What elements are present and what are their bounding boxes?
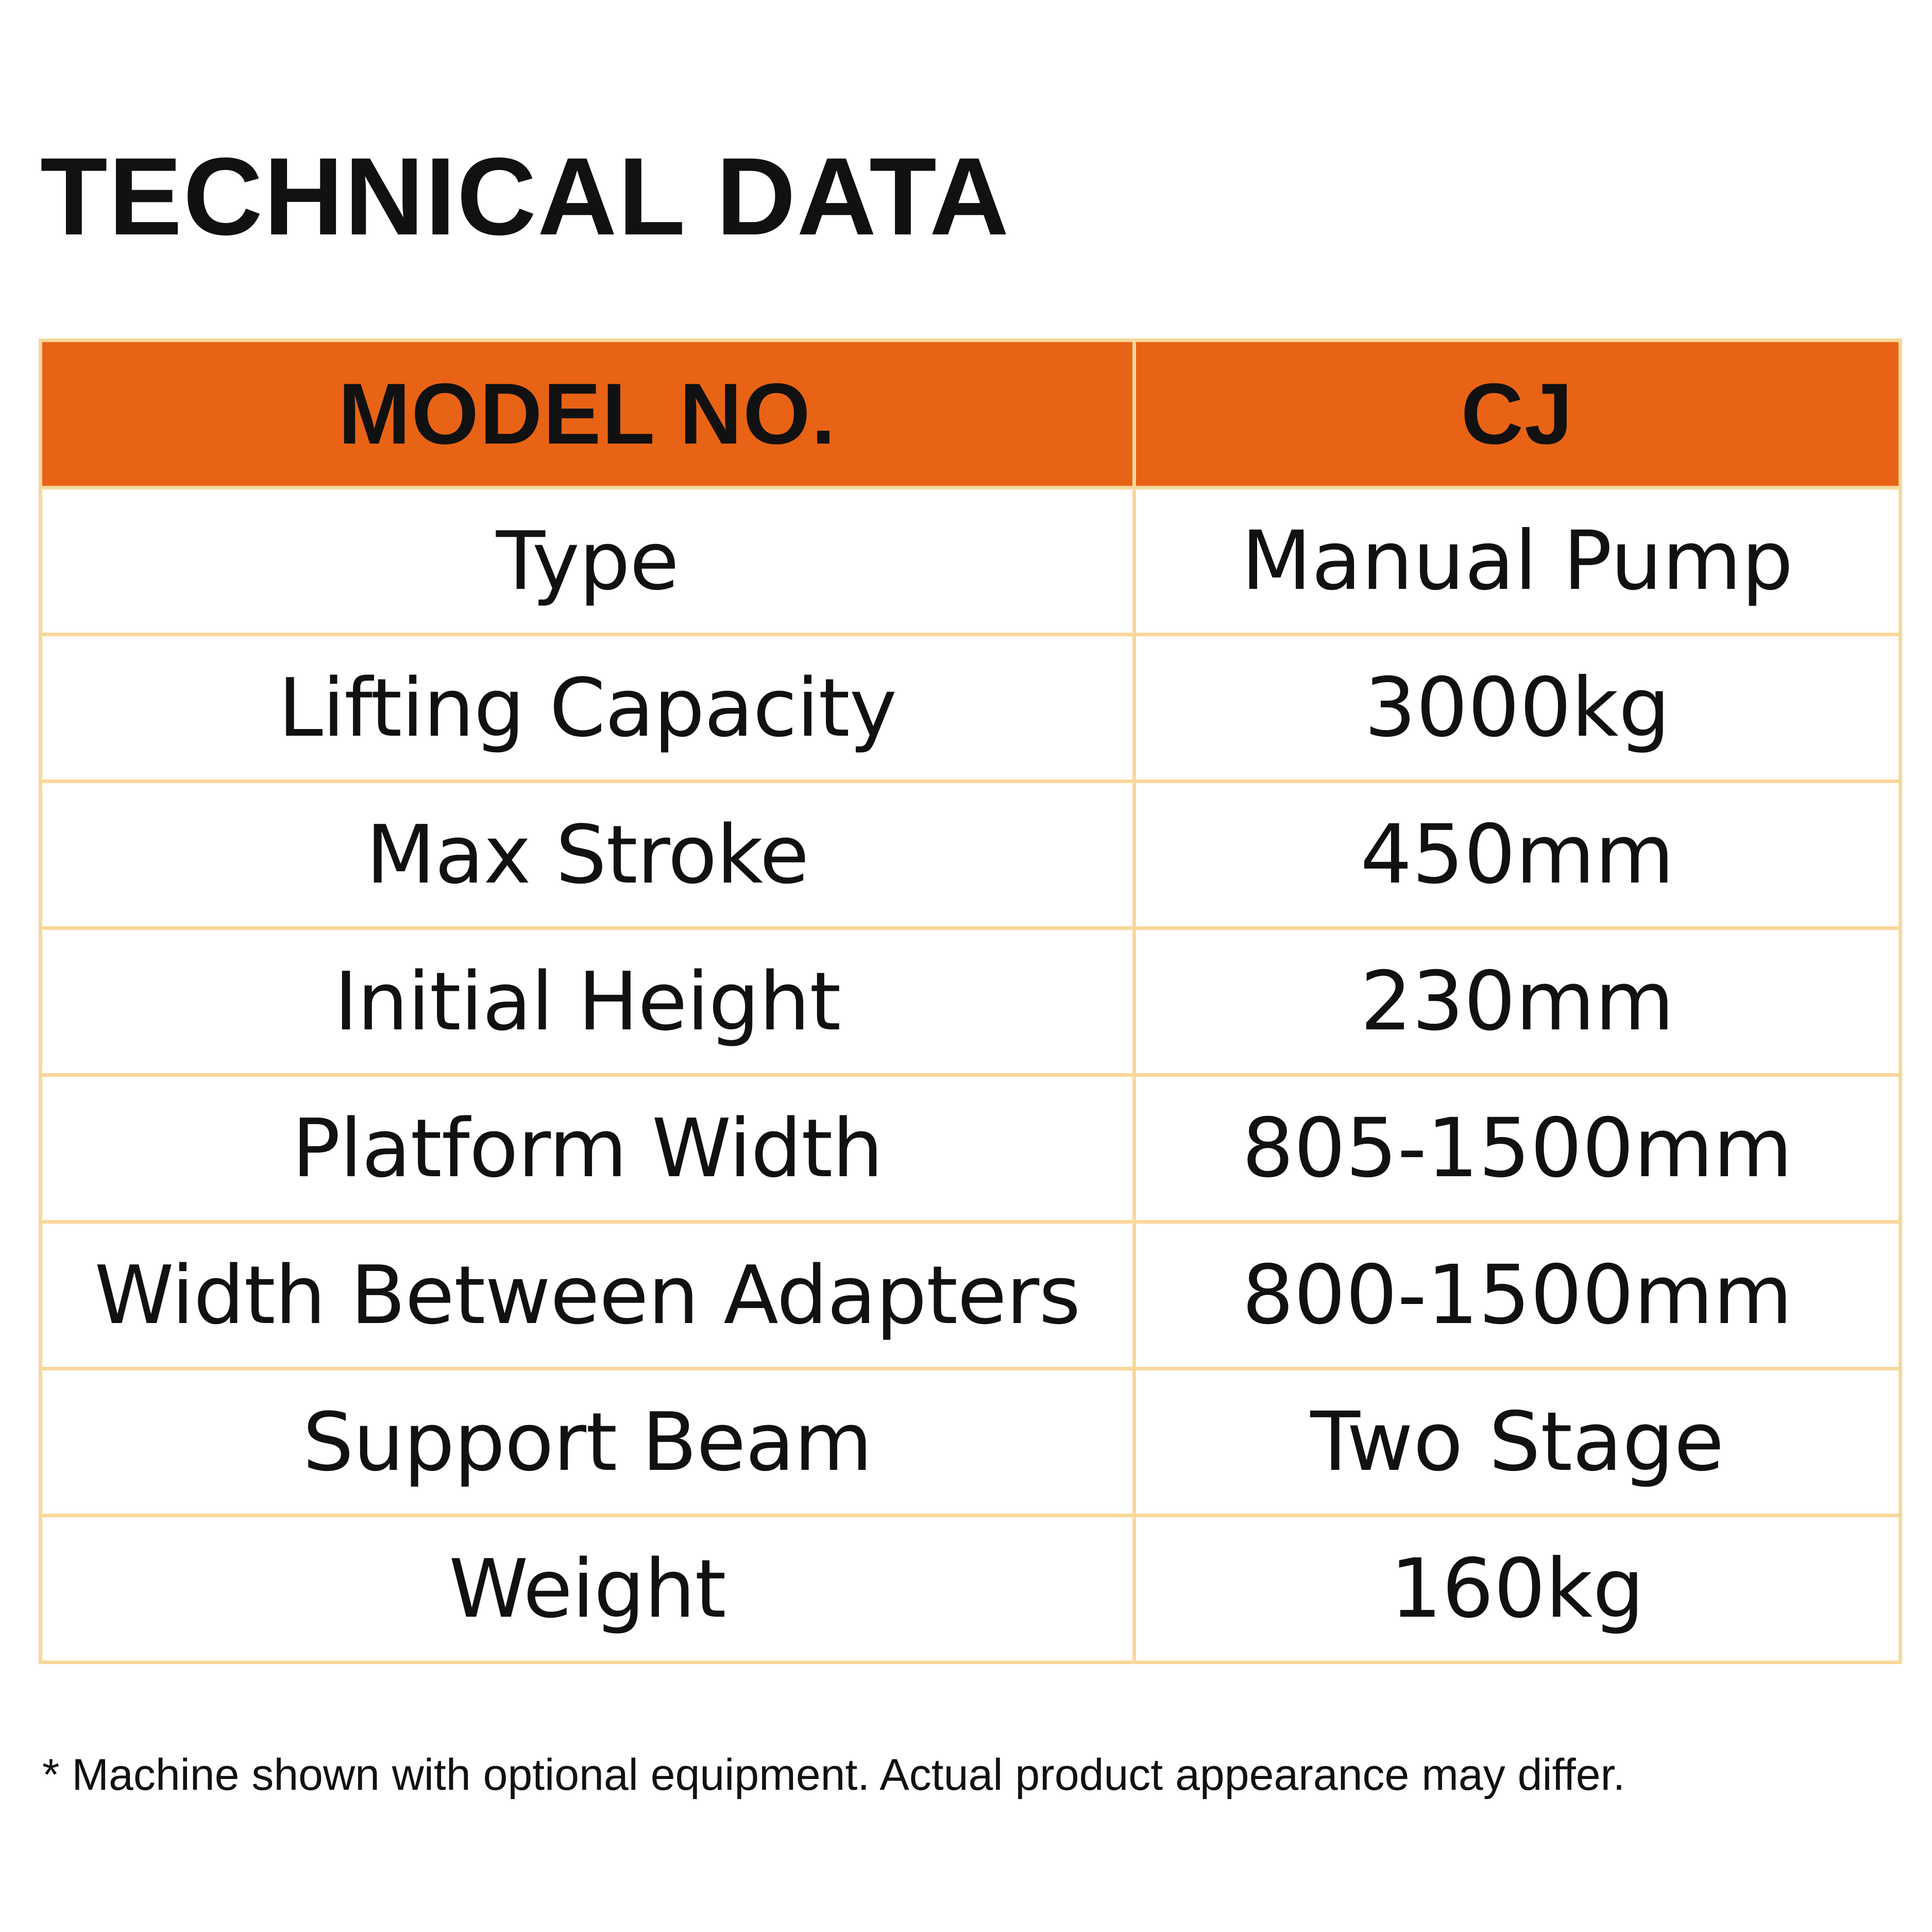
- spec-label: Type: [39, 486, 1136, 636]
- table-row: Weight 160kg: [39, 1514, 1902, 1664]
- spec-value: 805-1500mm: [1132, 1073, 1902, 1224]
- spec-value: 3000kg: [1132, 633, 1902, 783]
- table-row: Lifting Capacity 3000kg: [39, 633, 1902, 783]
- spec-label: Max Stroke: [39, 779, 1136, 930]
- footnote: * Machine shown with optional equipment.…: [42, 1750, 1625, 1800]
- spec-label: Weight: [39, 1514, 1136, 1664]
- table-row: Support Beam Two Stage: [39, 1367, 1902, 1517]
- spec-label: Initial Height: [39, 926, 1136, 1077]
- table-row: Initial Height 230mm: [39, 926, 1902, 1077]
- table-row: Type Manual Pump: [39, 486, 1902, 636]
- spec-label: Support Beam: [39, 1367, 1136, 1517]
- table-row: Platform Width 805-1500mm: [39, 1073, 1902, 1224]
- spec-label: Lifting Capacity: [39, 633, 1136, 783]
- table-row: Max Stroke 450mm: [39, 779, 1902, 930]
- spec-label: Width Between Adapters: [39, 1220, 1136, 1370]
- spec-value: 450mm: [1132, 779, 1902, 930]
- spec-value: 800-1500mm: [1132, 1220, 1902, 1370]
- spec-label: Platform Width: [39, 1073, 1136, 1224]
- header-model-no: MODEL NO.: [39, 338, 1136, 489]
- spec-value: Two Stage: [1132, 1367, 1902, 1517]
- spec-value: 160kg: [1132, 1514, 1902, 1664]
- table-row: Width Between Adapters 800-1500mm: [39, 1220, 1902, 1370]
- page-title: TECHNICAL DATA: [40, 135, 1010, 258]
- spec-value: Manual Pump: [1132, 486, 1902, 636]
- table-header-row: MODEL NO. CJ: [39, 338, 1902, 489]
- spec-value: 230mm: [1132, 926, 1902, 1077]
- technical-data-table: MODEL NO. CJ Type Manual Pump Lifting Ca…: [39, 338, 1902, 1664]
- header-model-value: CJ: [1132, 338, 1902, 489]
